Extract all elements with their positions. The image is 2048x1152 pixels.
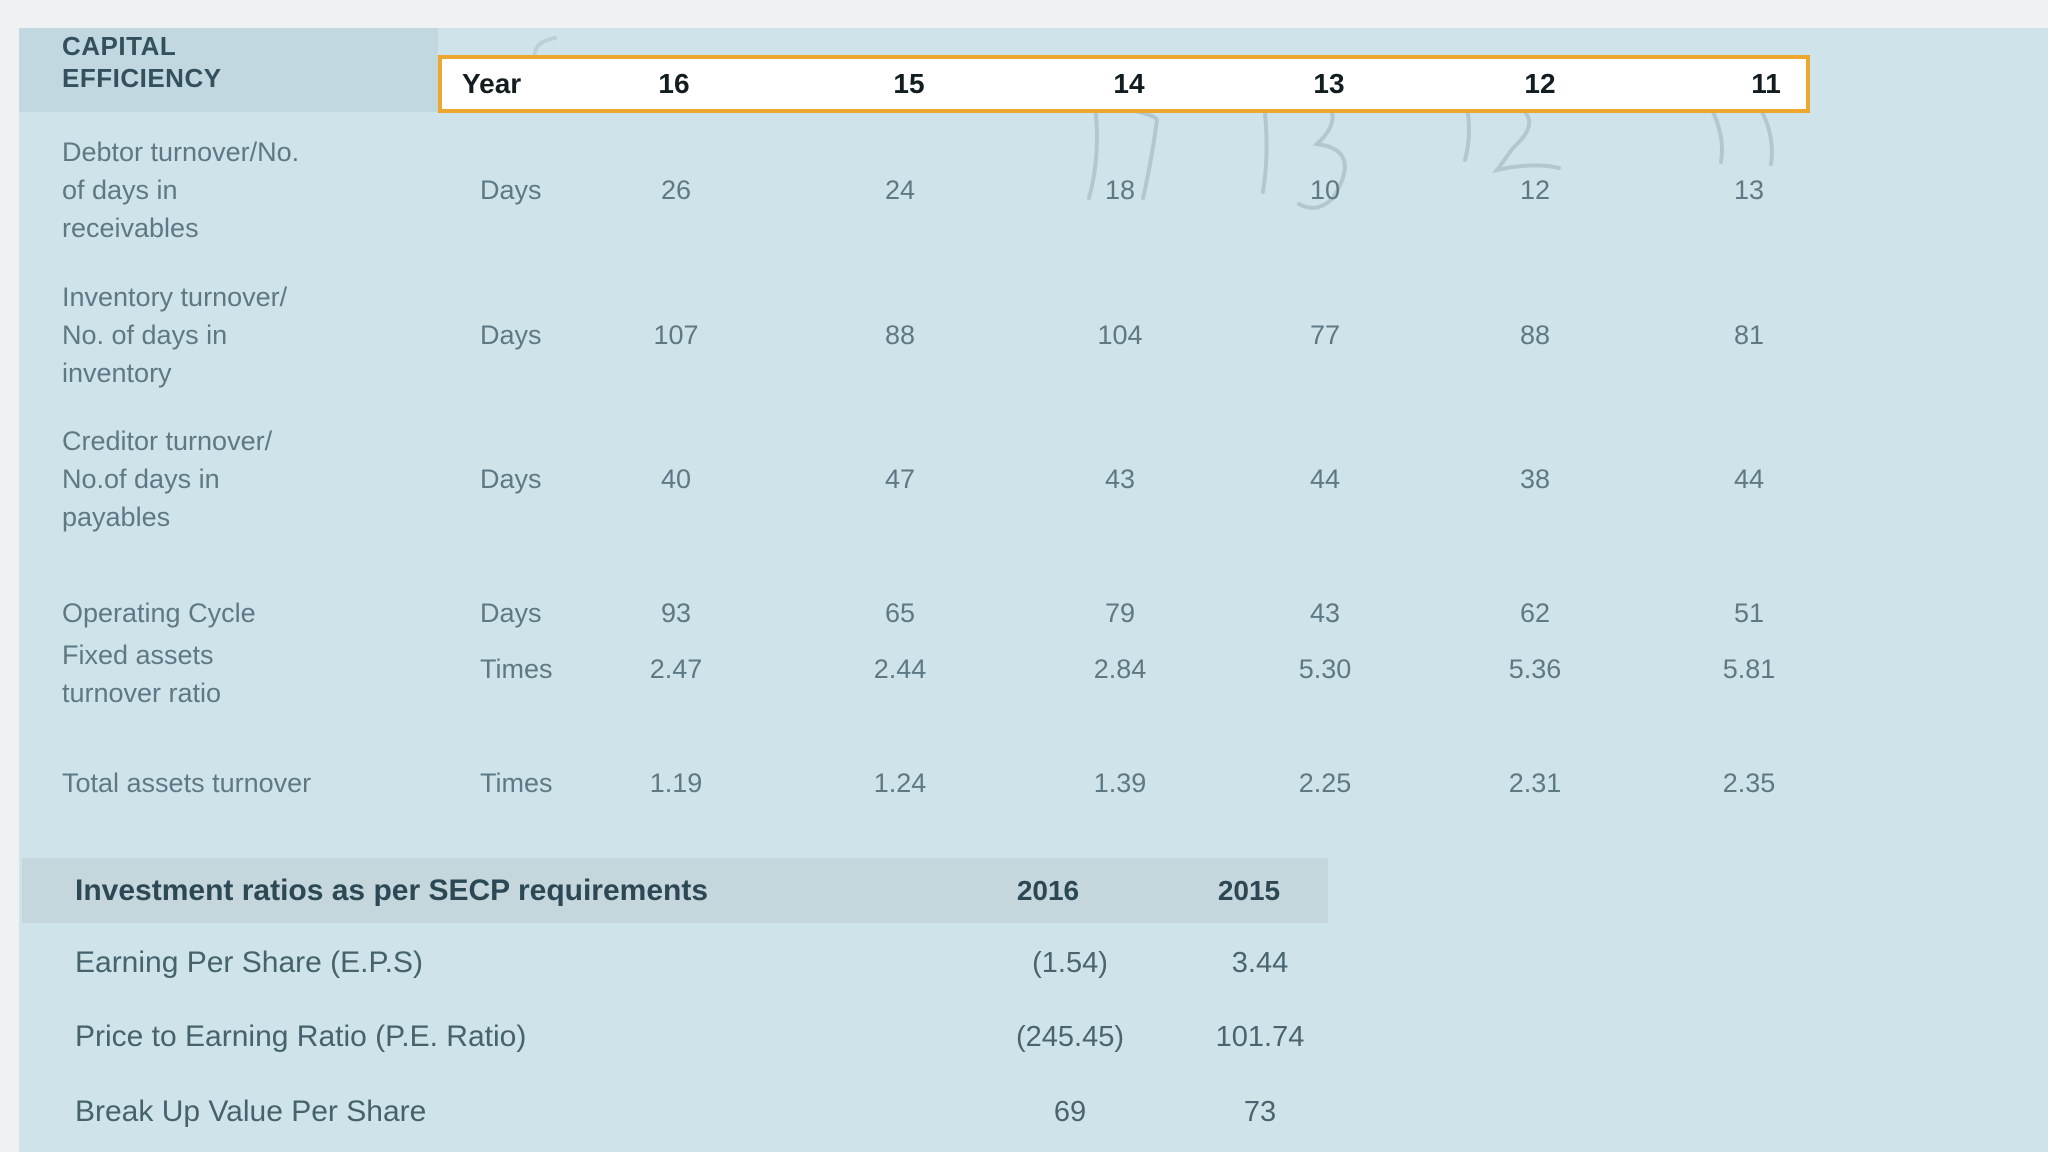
table-row: Total assets turnover Times 1.19 1.24 1.… (19, 764, 2048, 802)
table-row: Creditor turnover/ No.of days in payable… (19, 422, 2048, 536)
cell-value: 88 (884, 320, 916, 350)
section-title: CAPITAL EFFICIENCY (62, 31, 222, 93)
report-page: CAPITAL EFFICIENCY Year 16 15 14 13 12 1… (19, 28, 2048, 1152)
cell-value: 88 (1519, 320, 1551, 350)
row-label: Debtor turnover/No. of days in receivabl… (62, 137, 300, 243)
table-row: Inventory turnover/ No. of days in inven… (19, 278, 2048, 392)
row-label: Earning Per Share (E.P.S) (75, 946, 423, 979)
cell-value: 65 (884, 598, 916, 628)
unit-cell: Days (480, 320, 542, 350)
year-column-header: 16 (658, 68, 690, 99)
cell-value: 1.24 (873, 768, 927, 798)
cell-value: 13 (1733, 175, 1765, 205)
cell-value: 79 (1104, 598, 1136, 628)
unit-cell: Times (480, 768, 553, 798)
unit-cell: Days (480, 598, 542, 628)
cell-value: 47 (884, 464, 916, 494)
unit-cell: Times (480, 654, 553, 684)
unit-cell: Days (480, 175, 542, 205)
year-column-header: 11 (1751, 68, 1781, 99)
cell-value: 43 (1309, 598, 1341, 628)
table-row: Debtor turnover/No. of days in receivabl… (19, 133, 2048, 247)
cell-value: 5.36 (1508, 654, 1562, 684)
cell-value: 2.31 (1508, 768, 1562, 798)
table-row: Fixed assets turnover ratio Times 2.47 2… (19, 636, 2048, 712)
investment-table-header: Investment ratios as per SECP requiremen… (22, 858, 1328, 923)
cell-value: 81 (1733, 320, 1765, 350)
cell-value: 51 (1733, 598, 1765, 628)
cell-value: 40 (660, 464, 692, 494)
cell-value: 62 (1519, 598, 1551, 628)
year-column-header: 15 (893, 68, 925, 99)
cell-value: 73 (1243, 1096, 1277, 1128)
cell-value: 5.81 (1722, 654, 1776, 684)
cell-value: 104 (1097, 320, 1143, 350)
cell-value: 44 (1733, 464, 1765, 494)
cell-value: 2.47 (649, 654, 703, 684)
cell-value: 5.30 (1298, 654, 1352, 684)
cell-value: 101.74 (1215, 1021, 1305, 1053)
capital-efficiency-header-cell: CAPITAL EFFICIENCY (19, 28, 438, 112)
cell-value: 69 (1053, 1096, 1087, 1128)
cell-value: 77 (1309, 320, 1341, 350)
row-label: Creditor turnover/ No.of days in payable… (62, 426, 273, 532)
cell-value: 1.39 (1093, 768, 1147, 798)
cell-value: (1.54) (1032, 947, 1108, 979)
year-column-header: 13 (1313, 68, 1345, 99)
table-row: Price to Earning Ratio (P.E. Ratio) (245… (19, 1017, 2048, 1057)
row-label: Break Up Value Per Share (75, 1095, 427, 1128)
cell-value: 2.84 (1093, 654, 1147, 684)
cell-value: (245.45) (1015, 1021, 1124, 1053)
row-label: Price to Earning Ratio (P.E. Ratio) (75, 1020, 527, 1053)
cell-value: 10 (1309, 175, 1341, 205)
cell-value: 26 (660, 175, 692, 205)
year-column-header: 14 (1113, 68, 1145, 99)
year-header-label: Year (462, 68, 522, 99)
year-column-header: 12 (1524, 68, 1556, 99)
cell-value: 2.25 (1298, 768, 1352, 798)
cell-value: 43 (1104, 464, 1136, 494)
cell-value: 93 (660, 598, 692, 628)
cell-value: 2.35 (1722, 768, 1776, 798)
cell-value: 2.44 (873, 654, 927, 684)
investment-table-title: Investment ratios as per SECP requiremen… (75, 874, 709, 907)
row-label: Inventory turnover/ No. of days in inven… (62, 282, 288, 388)
table-row: Break Up Value Per Share 69 73 (19, 1092, 2048, 1132)
row-label: Operating Cycle (62, 598, 256, 628)
row-label: Total assets turnover (62, 768, 312, 798)
row-label: Fixed assets turnover ratio (62, 640, 222, 708)
cell-value: 3.44 (1231, 947, 1289, 979)
cell-value: 12 (1519, 175, 1551, 205)
cell-value: 44 (1309, 464, 1341, 494)
year-column-header: 2016 (1016, 875, 1080, 906)
cell-value: 1.19 (649, 768, 703, 798)
year-column-header: 2015 (1217, 875, 1281, 906)
year-header-highlight-box: Year 16 15 14 13 12 11 (438, 55, 1810, 113)
cell-value: 107 (653, 320, 699, 350)
cell-value: 18 (1104, 175, 1136, 205)
unit-cell: Days (480, 464, 542, 494)
cell-value: 24 (884, 175, 916, 205)
cell-value: 38 (1519, 464, 1551, 494)
table-row: Operating Cycle Days 93 65 79 43 62 51 (19, 594, 2048, 632)
table-row: Earning Per Share (E.P.S) (1.54) 3.44 (19, 943, 2048, 983)
